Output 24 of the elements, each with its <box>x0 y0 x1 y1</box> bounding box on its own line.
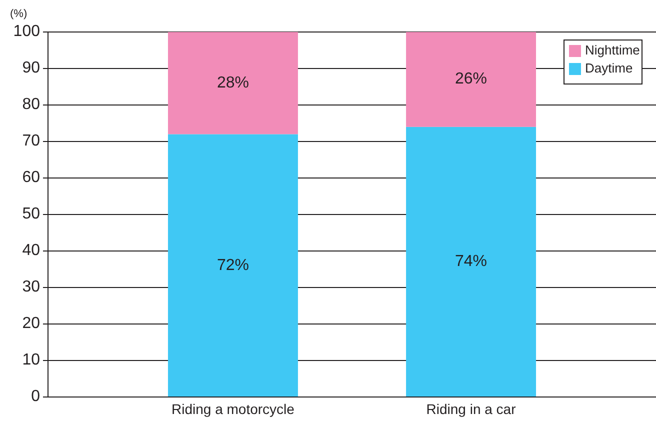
data-label: 28% <box>216 74 249 92</box>
x-tick-label: Riding a motorcycle <box>172 401 295 417</box>
y-tick-label: 10 <box>22 352 40 369</box>
y-tick-label: 90 <box>22 60 40 77</box>
bar <box>406 32 536 127</box>
x-tick-label: Riding in a car <box>426 401 516 417</box>
y-tick-label: 80 <box>22 96 40 114</box>
y-axis-title: (%) <box>10 8 28 20</box>
legend-label: Nighttime <box>585 42 640 58</box>
bar <box>168 134 298 397</box>
y-tick-label: 20 <box>22 315 40 332</box>
legend-label: Daytime <box>585 60 633 76</box>
bar <box>406 126 536 397</box>
y-tick-label: 50 <box>22 206 40 223</box>
y-tick-label: 0 <box>31 388 40 406</box>
y-tick-label: 60 <box>22 169 40 186</box>
y-tick-label: 30 <box>22 278 40 296</box>
y-tick-label: 40 <box>22 242 40 260</box>
bar <box>168 32 298 134</box>
y-tick-label: 100 <box>13 23 40 40</box>
data-label: 26% <box>455 70 488 88</box>
y-tick-label: 70 <box>22 132 40 150</box>
data-label: 72% <box>216 256 249 274</box>
data-label: 74% <box>455 253 488 270</box>
